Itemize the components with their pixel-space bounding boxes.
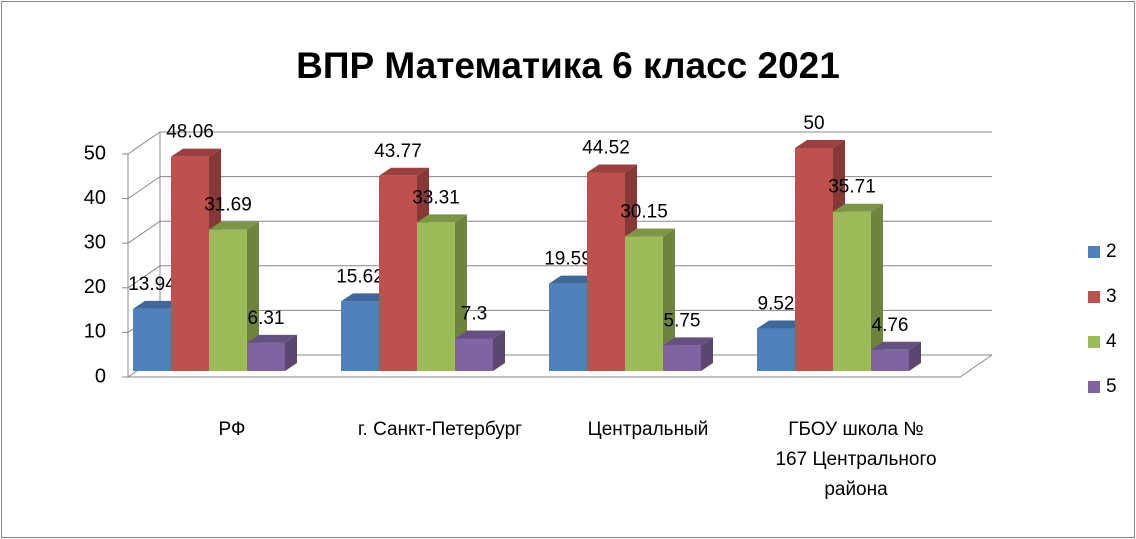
legend-swatch bbox=[1088, 336, 1100, 348]
y-tick-label: 20 bbox=[84, 276, 106, 298]
bar-front bbox=[757, 328, 795, 371]
bar-front bbox=[587, 172, 625, 371]
bar-top bbox=[417, 214, 467, 223]
data-label: 19.59 bbox=[544, 249, 592, 270]
data-label: 13.94 bbox=[128, 274, 176, 295]
bar-side bbox=[493, 330, 505, 371]
data-label: 4.76 bbox=[872, 315, 909, 336]
y-tick-label: 0 bbox=[95, 365, 106, 387]
bar-top bbox=[455, 330, 505, 339]
x-tick-label: Центральный bbox=[587, 419, 709, 440]
data-label: 15.62 bbox=[336, 266, 384, 287]
bar-front bbox=[171, 156, 209, 371]
bar-top bbox=[871, 341, 921, 350]
legend-label: 2 bbox=[1106, 241, 1117, 262]
grid-segment bbox=[127, 220, 992, 244]
bar-side bbox=[455, 214, 467, 371]
data-label: 44.52 bbox=[582, 137, 630, 158]
bar-top bbox=[341, 293, 391, 302]
bar-side bbox=[285, 334, 297, 371]
grid-line bbox=[127, 265, 992, 289]
bar bbox=[417, 214, 467, 371]
bar-top bbox=[133, 300, 183, 309]
bar-top bbox=[549, 275, 599, 284]
x-tick-label: ГБОУ школа № 167 Центрального района bbox=[775, 419, 937, 500]
legend-swatch bbox=[1088, 291, 1100, 303]
legend-label: 4 bbox=[1106, 331, 1117, 352]
bar bbox=[455, 330, 505, 371]
data-label: 35.71 bbox=[828, 177, 876, 198]
bar bbox=[833, 203, 883, 371]
data-label: 5.75 bbox=[664, 310, 701, 331]
bar-top bbox=[833, 203, 883, 212]
bar bbox=[209, 221, 259, 371]
y-tick-label: 50 bbox=[84, 142, 106, 164]
bar-side bbox=[871, 203, 883, 371]
x-tick-label: г. Санкт-Петербург bbox=[357, 419, 523, 440]
grid-line bbox=[127, 220, 992, 244]
bar bbox=[625, 228, 675, 371]
bar-front bbox=[455, 338, 493, 371]
bar-front bbox=[247, 342, 285, 371]
data-label: 30.15 bbox=[620, 202, 668, 223]
bar-top bbox=[587, 164, 637, 173]
data-label: 43.77 bbox=[374, 141, 422, 162]
bar-front bbox=[663, 345, 701, 371]
grid-line bbox=[127, 176, 992, 200]
bar bbox=[247, 334, 297, 371]
bar-side bbox=[701, 337, 713, 371]
bar-front bbox=[871, 349, 909, 371]
bar-front bbox=[795, 148, 833, 371]
data-label: 48.06 bbox=[166, 122, 214, 143]
bar-top bbox=[795, 140, 845, 148]
grid-segment bbox=[127, 265, 992, 289]
bar-front bbox=[133, 308, 171, 371]
bar-front bbox=[833, 211, 871, 371]
bar-front bbox=[417, 222, 455, 371]
bar-front bbox=[625, 236, 663, 371]
bar bbox=[663, 337, 713, 371]
legend-swatch bbox=[1088, 246, 1100, 258]
x-tick-label: РФ bbox=[218, 419, 246, 440]
y-tick-label: 40 bbox=[84, 187, 106, 209]
y-tick-label: 30 bbox=[84, 231, 106, 253]
data-label: 50 bbox=[803, 113, 824, 134]
bar-front bbox=[549, 283, 587, 371]
legend-label: 5 bbox=[1106, 376, 1117, 397]
bar-front bbox=[341, 301, 379, 371]
data-label: 31.69 bbox=[204, 195, 252, 216]
bar-top bbox=[379, 167, 429, 176]
data-label: 33.31 bbox=[412, 187, 460, 208]
data-label: 7.3 bbox=[461, 303, 487, 324]
grid-segment bbox=[127, 131, 992, 155]
bar-side bbox=[247, 221, 259, 371]
legend-label: 3 bbox=[1106, 286, 1117, 307]
bar-top bbox=[663, 337, 713, 346]
chart-title: ВПР Математика 6 класс 2021 bbox=[296, 45, 840, 86]
grid-line bbox=[127, 131, 992, 155]
floor-edge bbox=[128, 354, 993, 378]
bar-front bbox=[209, 229, 247, 371]
y-tick-label: 10 bbox=[84, 321, 106, 343]
bar-side bbox=[909, 341, 921, 371]
bar-front bbox=[379, 175, 417, 371]
bar bbox=[871, 341, 921, 371]
bar-top bbox=[757, 320, 807, 329]
bar-top bbox=[247, 334, 297, 343]
bar-top bbox=[625, 228, 675, 237]
bar-top bbox=[209, 221, 259, 230]
data-label: 9.52 bbox=[758, 294, 795, 315]
legend-swatch bbox=[1088, 381, 1100, 393]
grid-segment bbox=[127, 176, 992, 200]
data-label: 6.31 bbox=[248, 308, 285, 329]
bar-side bbox=[663, 228, 675, 371]
bar-top bbox=[171, 148, 221, 157]
